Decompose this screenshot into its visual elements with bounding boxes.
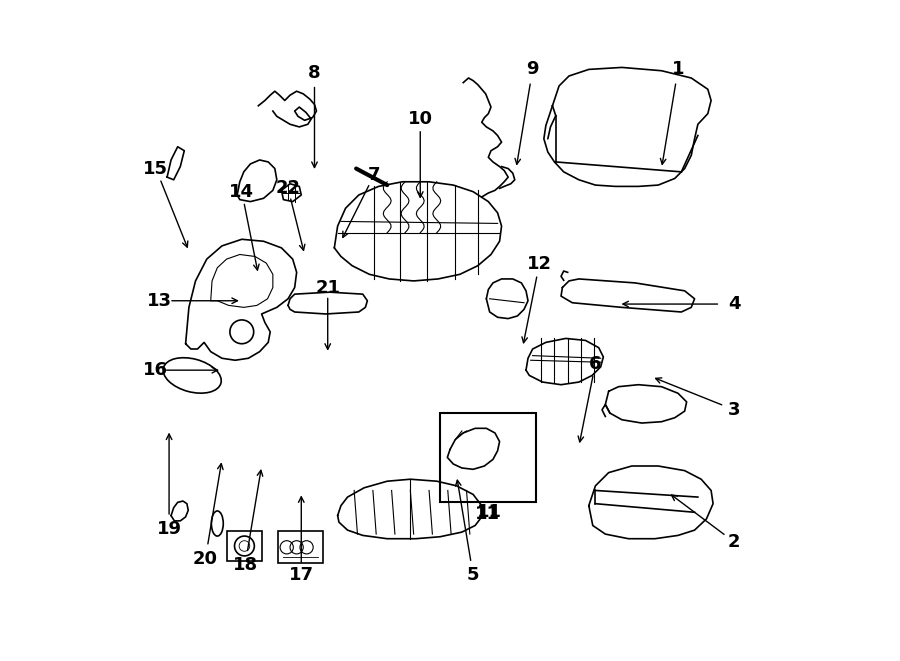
- Text: 6: 6: [590, 354, 602, 373]
- Text: 19: 19: [157, 520, 182, 538]
- Text: 11: 11: [477, 503, 502, 522]
- Text: 9: 9: [526, 60, 539, 79]
- Text: 14: 14: [230, 182, 255, 201]
- Bar: [440, 413, 536, 502]
- Text: 8: 8: [308, 63, 320, 82]
- Text: 12: 12: [526, 255, 552, 274]
- Text: 13: 13: [147, 292, 172, 310]
- Text: 3: 3: [728, 401, 741, 419]
- Text: 11: 11: [475, 505, 500, 524]
- Text: 16: 16: [143, 361, 168, 379]
- Text: 10: 10: [408, 110, 433, 128]
- Text: 2: 2: [728, 533, 741, 551]
- Text: 18: 18: [232, 556, 257, 574]
- Bar: [227, 531, 262, 561]
- Text: 4: 4: [728, 295, 741, 313]
- Text: 15: 15: [143, 159, 168, 178]
- Text: 20: 20: [193, 549, 218, 568]
- Text: 7: 7: [368, 166, 380, 184]
- Text: 5: 5: [467, 566, 480, 584]
- Bar: [278, 531, 323, 563]
- Text: 21: 21: [315, 278, 340, 297]
- Text: 1: 1: [671, 60, 684, 79]
- Text: 22: 22: [275, 179, 301, 198]
- Text: 17: 17: [289, 566, 314, 584]
